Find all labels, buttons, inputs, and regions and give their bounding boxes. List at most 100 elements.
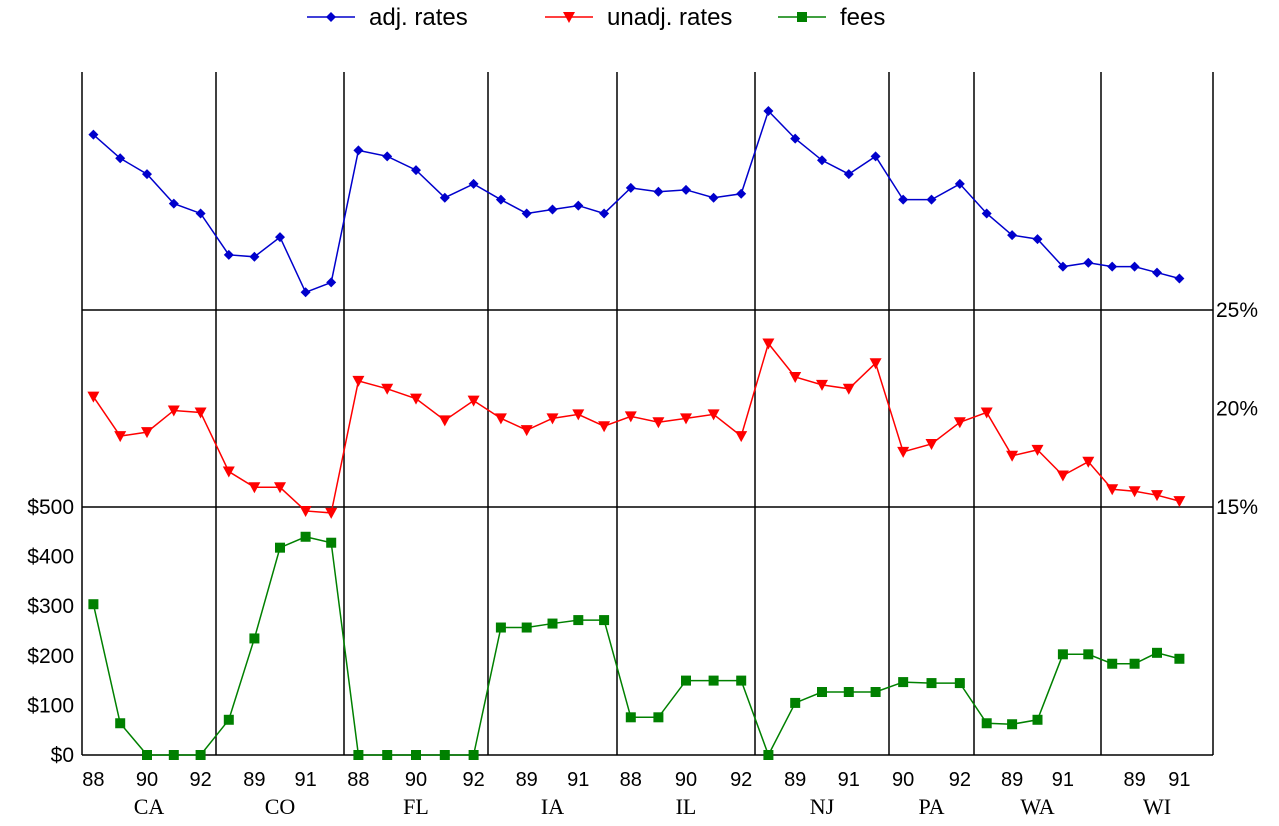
year-tick-label: 88 bbox=[82, 769, 104, 791]
data-point bbox=[599, 208, 610, 219]
data-point bbox=[195, 750, 206, 760]
data-point bbox=[223, 714, 234, 725]
data-point bbox=[495, 194, 506, 205]
data-point bbox=[1083, 257, 1094, 268]
data-point bbox=[599, 615, 610, 626]
data-point bbox=[817, 687, 827, 698]
data-point bbox=[707, 409, 720, 421]
data-point bbox=[468, 750, 479, 760]
data-point bbox=[547, 204, 558, 215]
data-point bbox=[1007, 230, 1018, 241]
data-point bbox=[681, 184, 691, 195]
data-point bbox=[817, 155, 827, 166]
data-point bbox=[299, 505, 312, 517]
data-point bbox=[411, 750, 421, 760]
series-unadj-rates bbox=[87, 338, 1186, 519]
year-tick-label: 88 bbox=[620, 769, 642, 791]
data-point bbox=[708, 192, 719, 203]
data-point bbox=[547, 618, 558, 629]
state-label-wi: WI bbox=[1143, 794, 1171, 819]
data-point bbox=[520, 425, 533, 437]
year-tick-label: 88 bbox=[347, 769, 369, 791]
data-point bbox=[763, 106, 774, 117]
year-tick-label: 92 bbox=[730, 769, 752, 791]
data-point bbox=[521, 622, 532, 633]
data-point bbox=[624, 411, 637, 423]
data-point bbox=[708, 675, 719, 686]
data-point bbox=[897, 446, 910, 458]
data-point bbox=[352, 375, 365, 387]
data-point bbox=[223, 249, 234, 260]
data-point bbox=[763, 750, 774, 760]
data-point bbox=[326, 537, 337, 548]
fee-tick-label: $100 bbox=[27, 694, 74, 717]
fee-tick-label: $200 bbox=[27, 645, 74, 668]
data-point bbox=[438, 415, 451, 427]
data-point bbox=[926, 678, 937, 689]
year-tick-label: 89 bbox=[1001, 769, 1023, 791]
data-point bbox=[521, 208, 532, 219]
data-point bbox=[816, 379, 828, 391]
data-point bbox=[898, 194, 909, 205]
data-point bbox=[275, 232, 285, 243]
data-point bbox=[625, 182, 636, 193]
data-point bbox=[652, 417, 665, 429]
data-point bbox=[789, 371, 802, 383]
legend-marker bbox=[797, 12, 807, 22]
legend-marker bbox=[326, 12, 336, 22]
data-point bbox=[1152, 647, 1162, 658]
data-point bbox=[1083, 649, 1094, 660]
data-point bbox=[168, 198, 179, 209]
year-tick-label: 90 bbox=[405, 769, 427, 791]
data-point bbox=[300, 287, 311, 298]
data-point bbox=[843, 687, 854, 698]
data-point bbox=[1107, 261, 1118, 272]
series-line-adj-rates bbox=[92, 109, 1180, 294]
rate-tick-label: 15% bbox=[1216, 496, 1258, 519]
data-point bbox=[953, 417, 966, 429]
plot-frame bbox=[81, 72, 1214, 756]
data-point bbox=[980, 407, 993, 419]
data-point bbox=[653, 186, 664, 197]
data-point bbox=[926, 194, 937, 205]
data-point bbox=[88, 599, 99, 610]
data-point bbox=[1151, 490, 1163, 502]
state-label-ia: IA bbox=[541, 794, 564, 819]
data-point bbox=[1107, 658, 1118, 669]
data-point bbox=[353, 750, 364, 760]
axes: 15% 20% 25% $0 $100 $200 $300 $400 $500 88 90 92 CA 8… bbox=[27, 299, 1258, 819]
data-point bbox=[88, 129, 99, 140]
data-point bbox=[625, 712, 636, 723]
state-label-il: IL bbox=[676, 794, 697, 819]
year-tick-label: 92 bbox=[949, 769, 971, 791]
data-point bbox=[1082, 456, 1095, 468]
data-point bbox=[222, 466, 235, 478]
state-label-nj: NJ bbox=[810, 794, 835, 819]
data-point bbox=[680, 413, 692, 425]
data-point bbox=[898, 677, 909, 688]
data-point bbox=[381, 383, 394, 395]
legend-marker bbox=[563, 12, 575, 23]
data-point bbox=[274, 482, 286, 494]
data-point bbox=[249, 633, 260, 644]
data-point bbox=[1032, 714, 1043, 725]
rate-tick-label: 25% bbox=[1216, 299, 1258, 322]
state-label-ca: CA bbox=[134, 794, 165, 819]
data-point bbox=[325, 507, 338, 519]
data-point bbox=[1106, 484, 1119, 496]
year-tick-label: 91 bbox=[294, 769, 316, 791]
series-fees bbox=[88, 531, 1185, 760]
data-point bbox=[382, 151, 393, 162]
data-point bbox=[1056, 470, 1069, 482]
data-point bbox=[981, 208, 992, 219]
data-point bbox=[653, 712, 664, 723]
data-point bbox=[573, 615, 584, 626]
data-point bbox=[326, 277, 337, 288]
year-tick-label: 91 bbox=[1168, 769, 1190, 791]
data-point bbox=[762, 338, 775, 350]
data-point bbox=[439, 750, 450, 760]
data-point bbox=[167, 405, 180, 417]
data-point bbox=[249, 251, 260, 262]
data-point bbox=[981, 718, 992, 729]
